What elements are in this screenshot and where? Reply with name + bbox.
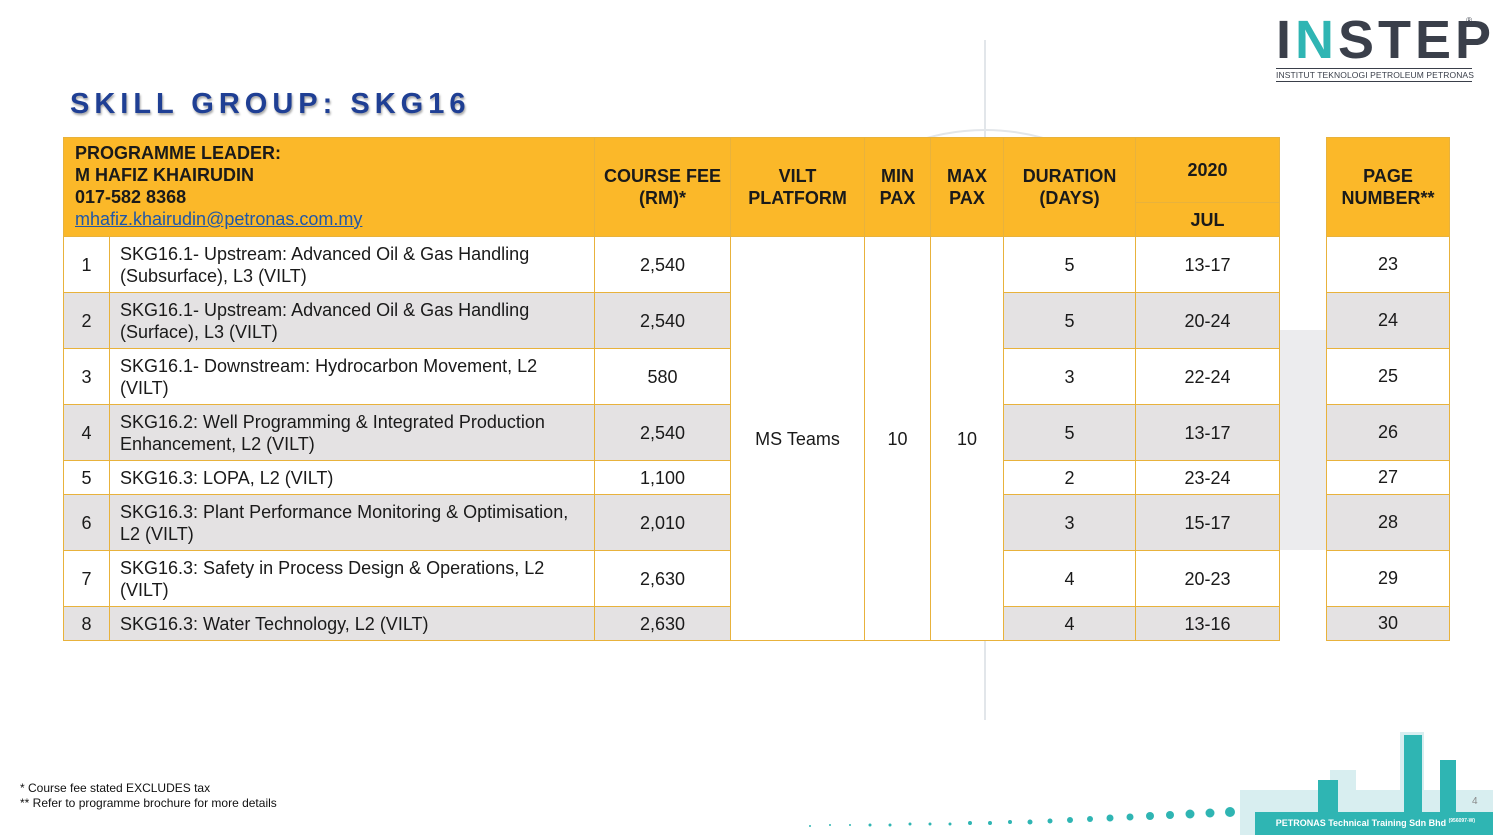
slide-number: 4	[1472, 796, 1478, 807]
table-row: 2 SKG16.1- Upstream: Advanced Oil & Gas …	[63, 292, 1281, 349]
footer-reg-number: (956097-W)	[1448, 818, 1475, 824]
course-fee: 1,100	[594, 460, 732, 495]
table-row: 5 SKG16.3: LOPA, L2 (VILT) 1,100 2 23-24	[63, 460, 1281, 495]
page-number-value: 24	[1326, 292, 1450, 349]
header-duration: DURATION (DAYS)	[1003, 137, 1137, 237]
duration-days: 3	[1003, 348, 1137, 405]
header-max-pax: MAX PAX	[930, 137, 1005, 237]
course-fee: 2,540	[594, 236, 732, 293]
course-dates: 13-17	[1135, 404, 1281, 461]
table-row: 4 SKG16.2: Well Programming & Integrated…	[63, 404, 1281, 461]
duration-days: 4	[1003, 550, 1137, 607]
row-number: 3	[63, 348, 110, 405]
footnotes: * Course fee stated EXCLUDES tax ** Refe…	[20, 781, 277, 811]
course-dates: 20-24	[1135, 292, 1281, 349]
logo-wordmark: INSTEP	[1276, 10, 1493, 70]
table-row: 6 SKG16.3: Plant Performance Monitoring …	[63, 494, 1281, 551]
table-row: 3 SKG16.1- Downstream: Hydrocarbon Movem…	[63, 348, 1281, 405]
footnote-brochure: ** Refer to programme brochure for more …	[20, 796, 277, 810]
leader-label: PROGRAMME LEADER:	[75, 143, 281, 163]
table-row: 8 SKG16.3: Water Technology, L2 (VILT) 2…	[63, 606, 1281, 641]
duration-days: 5	[1003, 404, 1137, 461]
table-row: 24	[1326, 292, 1450, 349]
table-row: 28	[1326, 494, 1450, 551]
row-number: 6	[63, 494, 110, 551]
instep-logo: INSTEP ® INSTITUT TEKNOLOGI PETROLEUM PE…	[1276, 10, 1493, 82]
row-number: 5	[63, 460, 110, 495]
page-number-value: 30	[1326, 606, 1450, 641]
header-year: 2020	[1135, 137, 1281, 203]
header-min-pax: MIN PAX	[864, 137, 932, 237]
course-name: SKG16.1- Upstream: Advanced Oil & Gas Ha…	[108, 292, 596, 349]
header-course-fee: COURSE FEE (RM)*	[594, 137, 732, 237]
footer-company-name: PETRONAS Technical Training Sdn Bhd	[1275, 818, 1447, 828]
footer-company: PETRONAS Technical Training Sdn Bhd (956…	[1276, 818, 1475, 828]
header-page-number: PAGE NUMBER**	[1326, 137, 1450, 237]
duration-days: 3	[1003, 494, 1137, 551]
min-pax-value: 10	[864, 236, 932, 641]
course-name: SKG16.3: Safety in Process Design & Oper…	[108, 550, 596, 607]
course-dates: 22-24	[1135, 348, 1281, 405]
row-number: 8	[63, 606, 110, 641]
row-number: 2	[63, 292, 110, 349]
course-dates: 13-16	[1135, 606, 1281, 641]
leader-name: M HAFIZ KHAIRUDIN	[75, 165, 254, 185]
page-number-value: 29	[1326, 550, 1450, 607]
course-name: SKG16.2: Well Programming & Integrated P…	[108, 404, 596, 461]
course-name: SKG16.1- Downstream: Hydrocarbon Movemen…	[108, 348, 596, 405]
table-row: 27	[1326, 460, 1450, 495]
course-fee: 2,010	[594, 494, 732, 551]
course-fee: 2,630	[594, 606, 732, 641]
course-dates: 23-24	[1135, 460, 1281, 495]
page-number-table: PAGE NUMBER** 23 24 25 26 27 28 29 30	[1326, 137, 1450, 641]
programme-leader-cell: PROGRAMME LEADER: M HAFIZ KHAIRUDIN 017-…	[62, 137, 596, 237]
course-fee: 580	[594, 348, 732, 405]
vilt-platform-value: MS Teams	[730, 236, 866, 641]
footnote-fee: * Course fee stated EXCLUDES tax	[20, 781, 211, 795]
table-row: 25	[1326, 348, 1450, 405]
course-name: SKG16.3: LOPA, L2 (VILT)	[108, 460, 596, 495]
leader-phone: 017-582 8368	[75, 187, 187, 207]
page-title: SKILL GROUP: SKG16	[70, 88, 471, 120]
header-month: JUL	[1135, 202, 1281, 237]
leader-email-link[interactable]: mhafiz.khairudin@petronas.com.my	[75, 209, 363, 229]
logo-subtitle: INSTITUT TEKNOLOGI PETROLEUM PETRONAS	[1276, 68, 1474, 82]
course-name: SKG16.3: Water Technology, L2 (VILT)	[108, 606, 596, 641]
duration-days: 5	[1003, 292, 1137, 349]
page-number-value: 25	[1326, 348, 1450, 405]
course-fee: 2,540	[594, 404, 732, 461]
course-dates: 20-23	[1135, 550, 1281, 607]
page-number-value: 27	[1326, 460, 1450, 495]
course-name: SKG16.1- Upstream: Advanced Oil & Gas Ha…	[108, 236, 596, 293]
page-number-value: 28	[1326, 494, 1450, 551]
duration-days: 4	[1003, 606, 1137, 641]
row-number: 1	[63, 236, 110, 293]
logo-registered-mark: ®	[1466, 16, 1472, 25]
table-row: 29	[1326, 550, 1450, 607]
table-row: 1 SKG16.1- Upstream: Advanced Oil & Gas …	[63, 236, 1281, 641]
course-name: SKG16.3: Plant Performance Monitoring & …	[108, 494, 596, 551]
course-dates: 13-17	[1135, 236, 1281, 293]
table-row: 7 SKG16.3: Safety in Process Design & Op…	[63, 550, 1281, 607]
course-dates: 15-17	[1135, 494, 1281, 551]
max-pax-value: 10	[930, 236, 1005, 641]
table-row: 30	[1326, 606, 1450, 641]
row-number: 4	[63, 404, 110, 461]
duration-days: 5	[1003, 236, 1137, 293]
duration-days: 2	[1003, 460, 1137, 495]
page-number-value: 23	[1326, 236, 1450, 293]
header-vilt-platform: VILT PLATFORM	[730, 137, 866, 237]
table-row: 26	[1326, 404, 1450, 461]
table-row: 23	[1326, 236, 1450, 293]
row-number: 7	[63, 550, 110, 607]
course-schedule-table: PROGRAMME LEADER: M HAFIZ KHAIRUDIN 017-…	[62, 137, 1281, 641]
course-fee: 2,630	[594, 550, 732, 607]
course-fee: 2,540	[594, 292, 732, 349]
page-number-value: 26	[1326, 404, 1450, 461]
